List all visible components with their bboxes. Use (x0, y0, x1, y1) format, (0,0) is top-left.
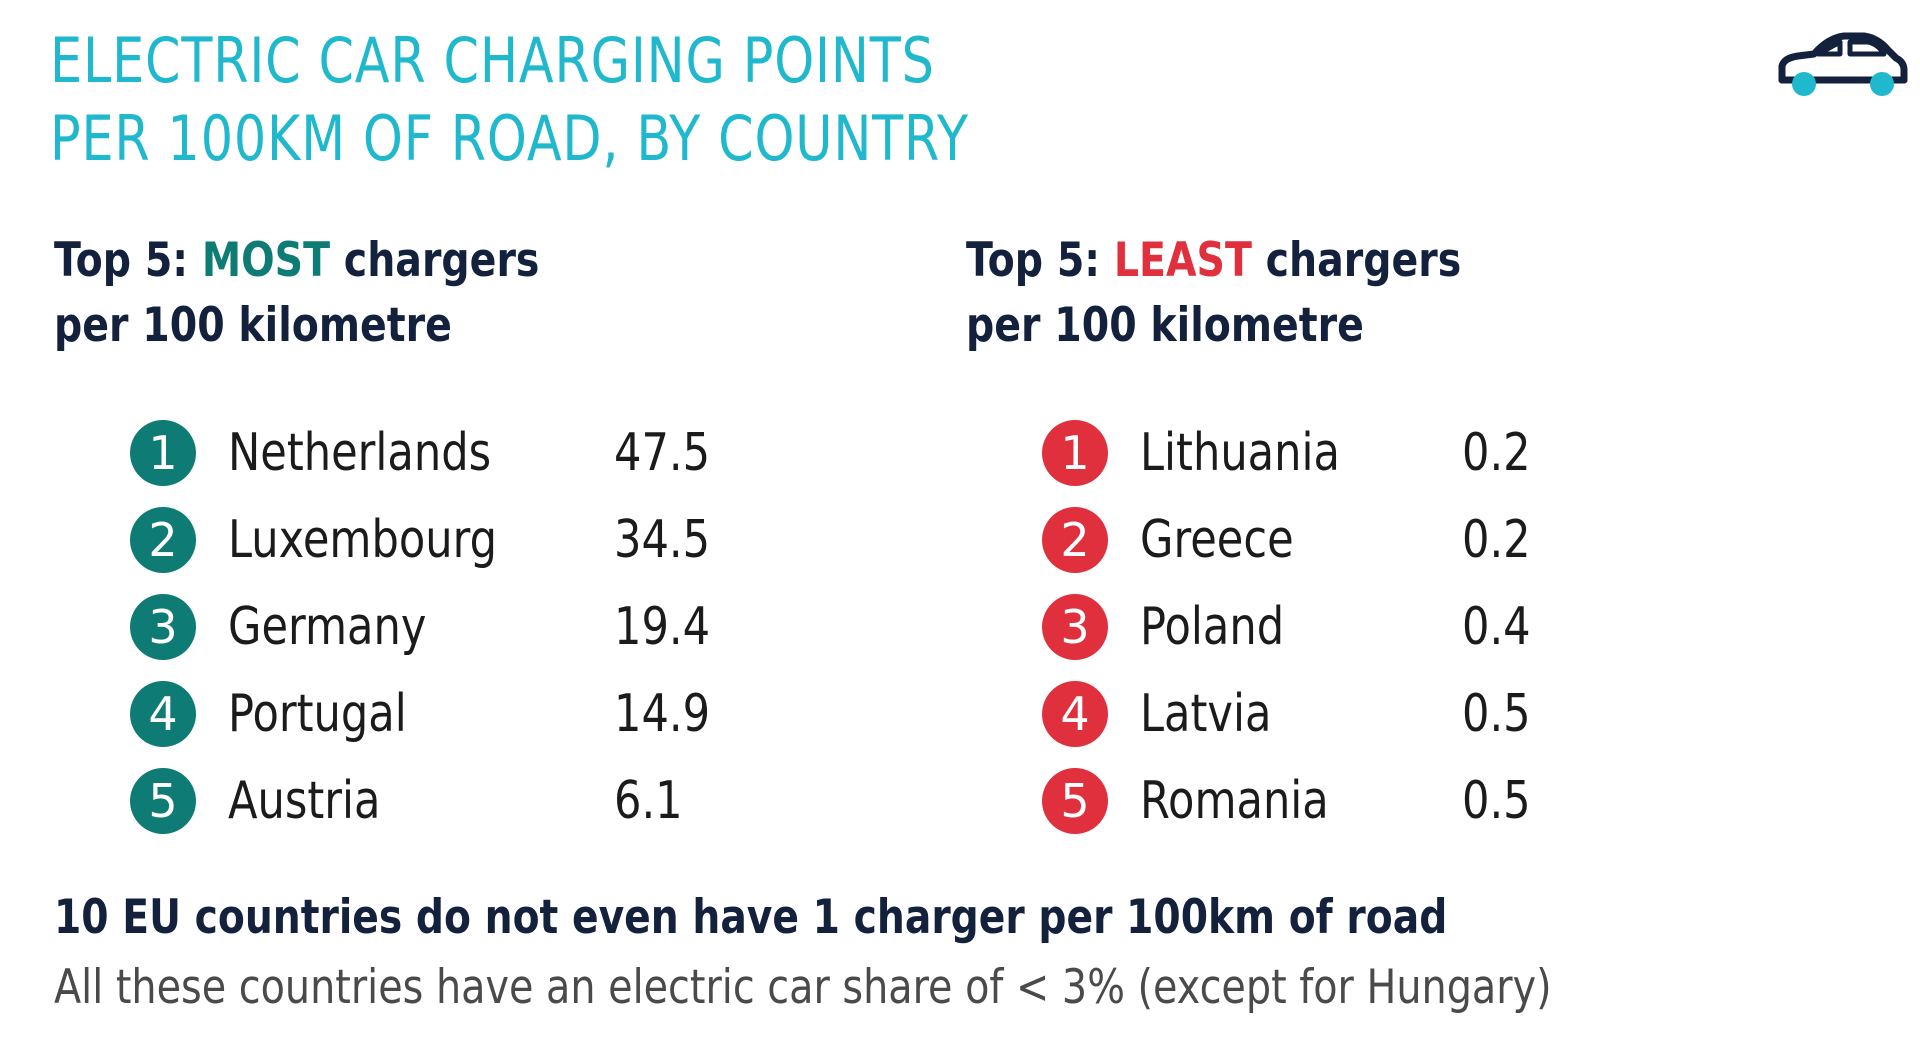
charger-value: 0.5 (1462, 684, 1531, 744)
charger-value: 14.9 (614, 684, 711, 744)
country-name: Latvia (1140, 684, 1272, 744)
title-line-1: ELECTRIC CAR CHARGING POINTS (50, 24, 935, 97)
car-icon (1778, 32, 1908, 96)
most-heading-line-2: per 100 kilometre (54, 298, 452, 353)
most-chargers-section: Top 5: MOST chargers per 100 kilometre 1… (54, 228, 914, 834)
list-item: 4 Portugal 14.9 (130, 671, 830, 758)
country-name: Greece (1140, 510, 1294, 570)
country-name: Poland (1140, 597, 1285, 657)
country-name: Lithuania (1140, 423, 1340, 483)
least-chargers-section: Top 5: LEAST chargers per 100 kilometre … (966, 228, 1826, 834)
country-name: Germany (228, 597, 427, 657)
charger-value: 0.2 (1462, 510, 1531, 570)
rank-badge: 2 (130, 507, 196, 573)
most-heading-line-1: Top 5: MOST chargers (54, 228, 776, 293)
country-name: Portugal (228, 684, 407, 744)
rank-badge: 3 (1042, 594, 1108, 660)
least-heading-highlight: LEAST (1113, 233, 1252, 288)
list-item: 3 Germany 19.4 (130, 584, 830, 671)
most-chargers-heading: Top 5: MOST chargers per 100 kilometre (54, 228, 776, 358)
charger-value: 19.4 (614, 597, 711, 657)
least-chargers-list: 1 Lithuania 0.2 2 Greece 0.2 3 Poland 0.… (1042, 410, 1742, 845)
most-heading-highlight: MOST (201, 233, 331, 288)
rank-badge: 5 (1042, 768, 1108, 834)
most-heading-suffix: chargers (330, 233, 540, 288)
list-item: 5 Romania 0.5 (1042, 758, 1742, 845)
least-heading-prefix: Top 5: (966, 233, 1114, 288)
charger-value: 34.5 (614, 510, 711, 570)
country-name: Luxembourg (228, 510, 497, 570)
charger-value: 6.1 (614, 771, 683, 831)
list-item: 2 Greece 0.2 (1042, 497, 1742, 584)
charger-value: 47.5 (614, 423, 711, 483)
footer-headline: 10 EU countries do not even have 1 charg… (54, 890, 1448, 945)
footer-note: All these countries have an electric car… (54, 960, 1552, 1015)
most-chargers-list: 1 Netherlands 47.5 2 Luxembourg 34.5 3 G… (130, 410, 830, 845)
country-name: Austria (228, 771, 381, 831)
list-item: 5 Austria 6.1 (130, 758, 830, 845)
country-name: Romania (1140, 771, 1329, 831)
list-item: 2 Luxembourg 34.5 (130, 497, 830, 584)
least-heading-suffix: chargers (1251, 233, 1462, 288)
title-line-2: PER 100KM OF ROAD, BY COUNTRY (50, 102, 969, 175)
rank-badge: 1 (130, 420, 196, 486)
list-item: 1 Netherlands 47.5 (130, 410, 830, 497)
least-chargers-heading: Top 5: LEAST chargers per 100 kilometre (966, 228, 1688, 358)
rank-badge: 5 (130, 768, 196, 834)
rank-badge: 2 (1042, 507, 1108, 573)
country-name: Netherlands (228, 423, 492, 483)
least-heading-line-2: per 100 kilometre (966, 298, 1364, 353)
list-item: 3 Poland 0.4 (1042, 584, 1742, 671)
rank-badge: 4 (130, 681, 196, 747)
charger-value: 0.4 (1462, 597, 1531, 657)
rank-badge: 3 (130, 594, 196, 660)
least-heading-line-1: Top 5: LEAST chargers (966, 228, 1688, 293)
list-item: 1 Lithuania 0.2 (1042, 410, 1742, 497)
rank-badge: 4 (1042, 681, 1108, 747)
charger-value: 0.5 (1462, 771, 1531, 831)
page-title: ELECTRIC CAR CHARGING POINTS PER 100KM O… (50, 22, 969, 178)
list-item: 4 Latvia 0.5 (1042, 671, 1742, 758)
rank-badge: 1 (1042, 420, 1108, 486)
most-heading-prefix: Top 5: (54, 233, 202, 288)
charger-value: 0.2 (1462, 423, 1531, 483)
